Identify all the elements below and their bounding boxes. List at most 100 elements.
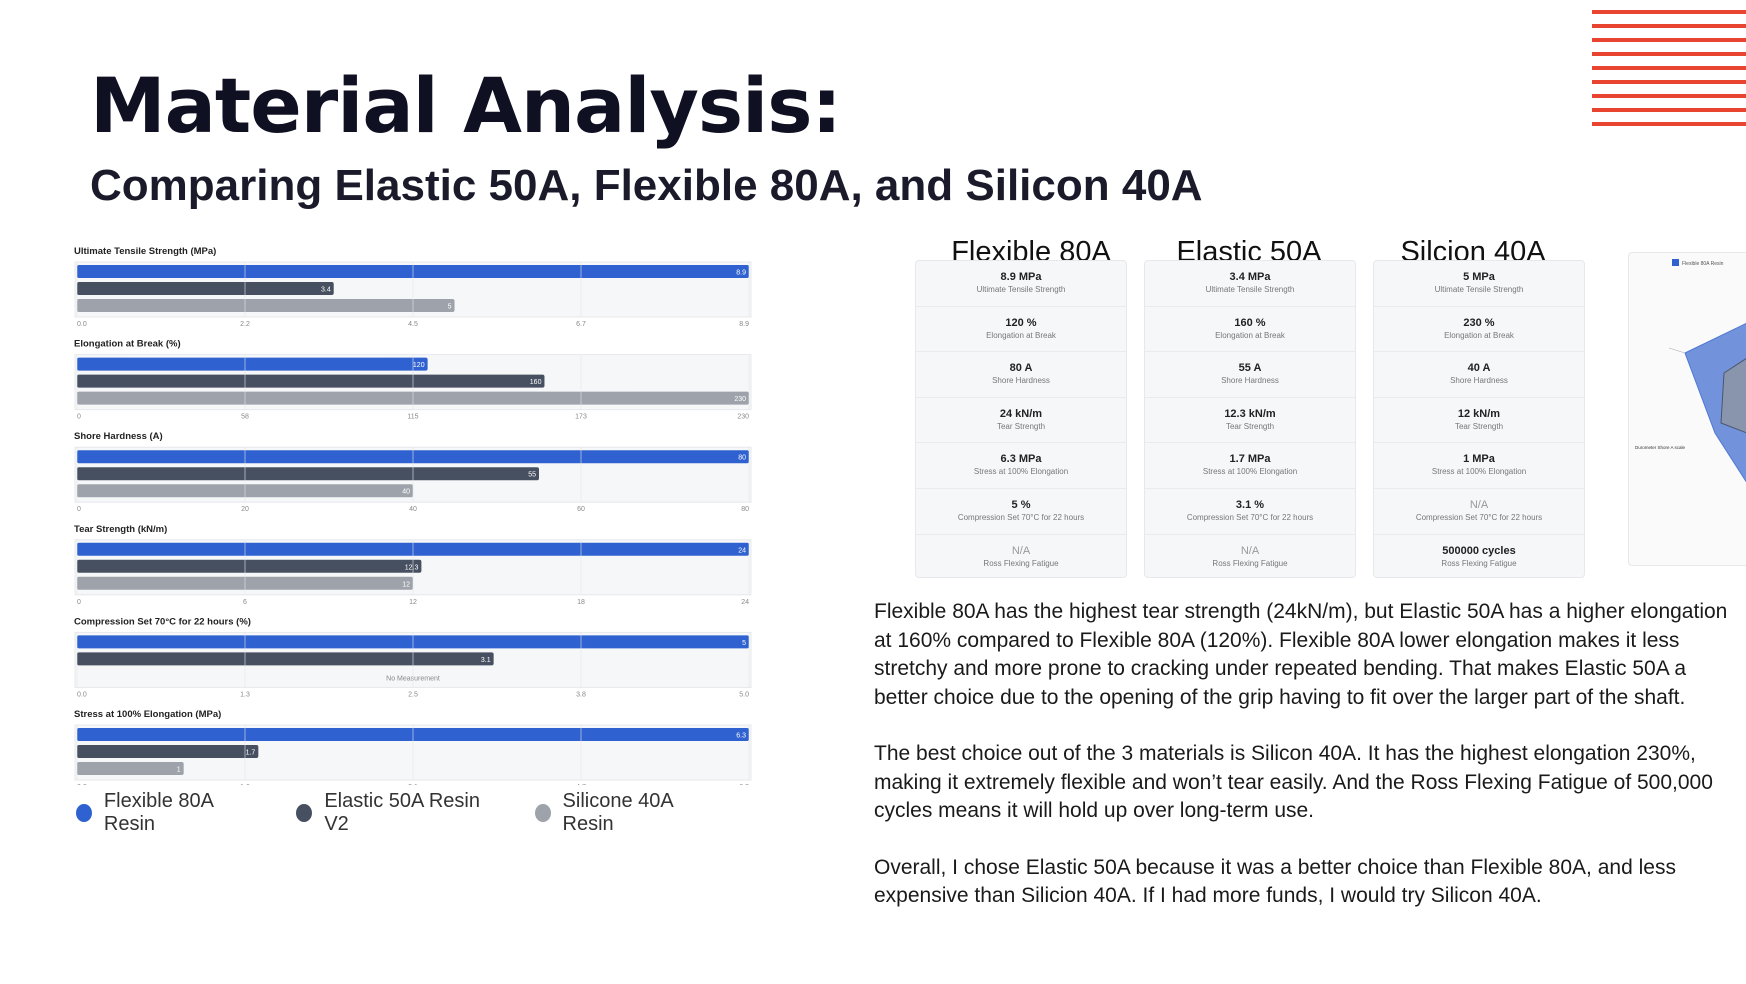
legend-item-elastic[interactable]: Elastic 50A Resin V2 — [296, 790, 488, 836]
paragraph: Flexible 80A has the highest tear streng… — [874, 600, 1728, 709]
bar-value-label: 8.9 — [736, 270, 746, 277]
bar-charts: Ultimate Tensile Strength (MPa) 8.9 3.4 5 0.… — [74, 246, 752, 785]
tick-label: 0 — [77, 506, 81, 513]
legend-label: Elastic 50A Resin V2 — [324, 790, 480, 835]
spec-value: 55 A — [1238, 362, 1262, 375]
tick-label: 0 — [77, 599, 81, 606]
legend-label: Flexible 80A Resin — [103, 790, 213, 835]
spec-value: 8.9 MPa — [1000, 271, 1042, 283]
page-title: Material Analysis: — [90, 61, 842, 150]
bar-value-label: 5 — [742, 640, 746, 647]
bar-value-label: 1 — [177, 767, 181, 774]
spec-value: N/A — [1469, 498, 1489, 511]
bar-value-label: 3.4 — [321, 287, 331, 294]
bar-elastic — [77, 745, 259, 758]
spec-label: Ross Flexing Fatigue — [1212, 558, 1288, 568]
spec-label: Tear Strength — [1454, 421, 1504, 431]
bar-silicone — [77, 299, 455, 312]
tick-label: 4.5 — [408, 321, 418, 328]
spec-value: 80 A — [1009, 362, 1033, 375]
spec-cell: 3.4 MPa Ultimate Tensile Strength — [1145, 261, 1355, 307]
legend-item-flexible[interactable]: Flexible 80A Resin — [76, 790, 250, 836]
chart-title: Tear Strength (kN/m) — [74, 524, 167, 535]
tick-label: 0.0 — [77, 691, 87, 698]
tick-label: 3.8 — [576, 691, 586, 698]
spec-cell: 1 MPa Stress at 100% Elongation — [1374, 443, 1584, 489]
spec-value: 5 % — [1011, 498, 1031, 511]
spec-label: Shore Hardness — [1221, 376, 1279, 386]
legend-dot-silicone — [534, 804, 551, 822]
spec-cell: N/A Ross Flexing Fatigue — [1145, 535, 1355, 581]
radar-axis-label: Durometer Shore A scale — [1635, 445, 1686, 450]
bar-value-label: 12 — [402, 581, 410, 588]
paragraph: The best choice out of the 3 materials i… — [874, 742, 1713, 822]
tick-label: 230 — [737, 414, 749, 421]
bar-value-label: 160 — [530, 379, 542, 386]
radar-axis — [1668, 347, 1686, 354]
spec-label: Elongation at Break — [1444, 330, 1514, 340]
tick-label: 24 — [741, 599, 749, 606]
bar-flexible — [77, 357, 428, 371]
bar-value-label: 24 — [738, 547, 746, 554]
spec-value: 120 % — [1005, 316, 1037, 329]
tick-label: 6 — [243, 599, 247, 606]
spec-cell: 160 % Elongation at Break — [1145, 307, 1355, 353]
bar-elastic — [77, 282, 334, 295]
bar-value-label: 12.3 — [405, 564, 419, 571]
spec-value: N/A — [1240, 544, 1260, 557]
spec-value: 12.3 kN/m — [1224, 407, 1276, 420]
spec-label: Stress at 100% Elongation — [1202, 467, 1298, 477]
bar-value-label: 6.3 — [736, 733, 746, 740]
spec-label: Elongation at Break — [1215, 330, 1285, 340]
bar-value-label: 1.7 — [246, 750, 256, 757]
radar-area-elastic — [1720, 358, 1746, 434]
spec-label: Ultimate Tensile Strength — [1434, 285, 1524, 294]
tick-label: 173 — [575, 414, 587, 421]
bar-value-label: 80 — [738, 455, 746, 462]
legend-dot-elastic — [296, 804, 313, 822]
legend-label: Silicone 40A Resin — [562, 790, 673, 835]
spec-label: Stress at 100% Elongation — [973, 467, 1069, 477]
tick-label: 80 — [741, 506, 749, 513]
spec-value: 1 MPa — [1463, 453, 1495, 466]
spec-card-silicone: 5 MPa Ultimate Tensile Strength 230 % Elong… — [1373, 260, 1585, 578]
spec-label: Tear Strength — [996, 421, 1046, 431]
tick-label: 58 — [241, 414, 249, 421]
spec-value: 6.3 MPa — [1000, 453, 1042, 466]
chart-legend: Flexible 80A Resin Elastic 50A Resin V2 … — [76, 790, 756, 836]
radar-chart-panel: Flexible 80A Resin Durometer Shore A sca… — [1628, 252, 1746, 566]
tick-label: 20 — [241, 506, 249, 513]
spec-cell: 55 A Shore Hardness — [1145, 352, 1355, 398]
spec-cell: 500000 cycles Ross Flexing Fatigue — [1374, 535, 1584, 581]
spec-value: N/A — [1011, 544, 1031, 557]
bar-value-label: 120 — [413, 362, 425, 369]
spec-card-flexible: 8.9 MPa Ultimate Tensile Strength 120 % Elo… — [915, 260, 1127, 578]
spec-value: 5 MPa — [1463, 271, 1495, 283]
spec-value: 160 % — [1234, 316, 1266, 329]
radar-chart: Flexible 80A Resin Durometer Shore A sca… — [1635, 259, 1746, 483]
paragraph: Overall, I chose Elastic 50A because it … — [874, 855, 1676, 908]
decorative-stripes — [1592, 10, 1746, 136]
spec-label: Stress at 100% Elongation — [1431, 467, 1527, 477]
spec-cell: N/A Compression Set 70°C for 22 hours — [1374, 489, 1584, 535]
bar-elastic — [77, 559, 422, 573]
spec-label: Compression Set 70°C for 22 hours — [957, 512, 1085, 522]
spec-value: 230 % — [1463, 316, 1495, 329]
spec-cell: 230 % Elongation at Break — [1374, 307, 1584, 353]
spec-cell: 6.3 MPa Stress at 100% Elongation — [916, 443, 1126, 489]
spec-label: Ultimate Tensile Strength — [1205, 285, 1295, 294]
spec-cell: 24 kN/m Tear Strength — [916, 398, 1126, 444]
radar-legend-label: Flexible 80A Resin — [1682, 261, 1724, 267]
spec-cell: 40 A Shore Hardness — [1374, 352, 1584, 398]
tick-label: 2.5 — [408, 691, 418, 698]
tick-label: 5.0 — [739, 691, 749, 698]
legend-item-silicone[interactable]: Silicone 40A Resin — [534, 790, 710, 836]
bar-value-label: 5 — [448, 304, 452, 311]
bar-value-label: 55 — [528, 472, 536, 479]
bar-value-label: 40 — [402, 489, 410, 496]
bar-elastic — [77, 374, 545, 388]
tick-label: 18 — [577, 599, 585, 606]
tick-label: 8.9 — [739, 321, 749, 328]
tick-label: 12 — [409, 599, 417, 606]
spec-cell: 3.1 % Compression Set 70°C for 22 hours — [1145, 489, 1355, 535]
